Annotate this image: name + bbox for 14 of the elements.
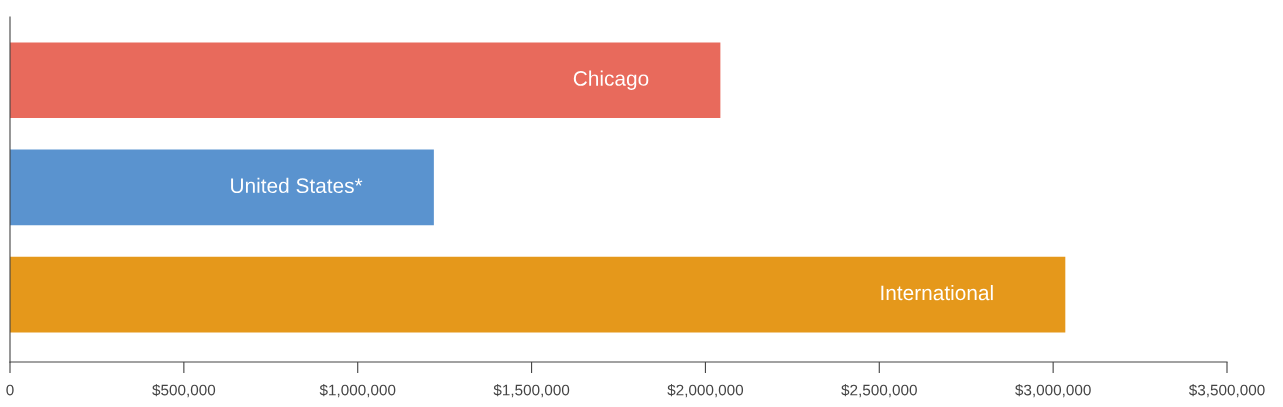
x-tick-label: $500,000: [152, 383, 216, 398]
x-tick-label: $2,500,000: [841, 383, 917, 398]
bar: [10, 149, 434, 226]
bar: [10, 256, 1066, 333]
x-tick-label: $1,000,000: [319, 383, 396, 398]
x-tick-label: $3,500,000: [1188, 383, 1265, 398]
y-tick-label: International: [881, 284, 993, 301]
y-tick-label: Chicago: [573, 70, 649, 90]
bar: [10, 42, 721, 119]
x-tick-label: $3,000,000: [1015, 383, 1091, 398]
y-tick-label: United States*: [231, 177, 363, 194]
x-tick-label: $1,500,000: [493, 383, 570, 398]
x-tick-label: $2,000,000: [667, 383, 744, 398]
x-tick-label: 0: [6, 384, 14, 396]
